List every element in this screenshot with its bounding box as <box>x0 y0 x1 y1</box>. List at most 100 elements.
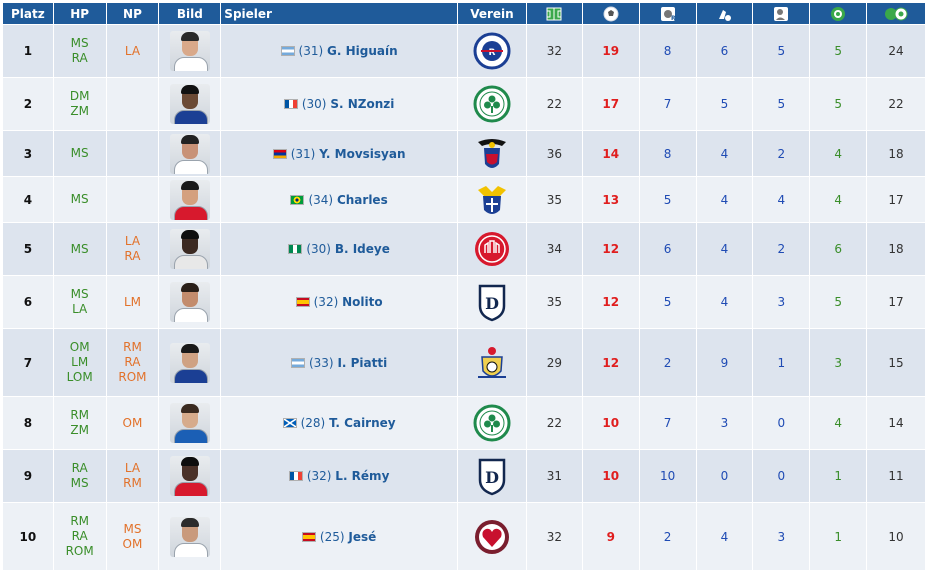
player-name-link[interactable]: Nolito <box>342 295 383 309</box>
player-photo[interactable] <box>169 282 210 322</box>
secondary-positions <box>106 177 159 222</box>
table-row[interactable]: 5 MS LA RA (30) B. Ideye 34 12 6 4 2 6 18 <box>3 223 925 275</box>
main-positions: OM LM LOM <box>53 329 106 396</box>
right-foot-goals: 5 <box>639 177 696 222</box>
left-foot-goals-icon <box>719 9 732 21</box>
rank: 9 <box>3 450 53 502</box>
main-position: ZM <box>70 104 89 118</box>
player-age: (33) <box>308 355 334 370</box>
header-secondary-position[interactable]: NP <box>106 3 159 24</box>
player-name-link[interactable]: G. Higuaín <box>327 44 398 58</box>
photo-cell <box>159 78 221 130</box>
player-name-link[interactable]: Charles <box>336 192 388 207</box>
celtic-crest-icon[interactable] <box>472 84 512 124</box>
header-left-foot-goals[interactable] <box>696 3 753 24</box>
club-cell <box>457 329 526 396</box>
assists: 17 <box>867 177 925 222</box>
appearances: 29 <box>526 329 582 396</box>
header-rank[interactable]: Platz <box>3 3 53 24</box>
secondary-positions: RM RA ROM <box>106 329 159 396</box>
player-name-link[interactable]: B. Ideye <box>334 242 390 256</box>
header-main-position[interactable]: HP <box>53 3 106 24</box>
goals: 14 <box>582 131 639 176</box>
photo-cell <box>159 329 221 396</box>
player-name-link[interactable]: L. Rémy <box>335 469 390 483</box>
secondary-positions: OM <box>106 397 159 449</box>
header-goals[interactable] <box>582 3 639 24</box>
main-positions: MS RA <box>53 25 106 77</box>
header-penalty-goals[interactable] <box>810 3 867 24</box>
rank: 6 <box>3 276 53 328</box>
table-row[interactable]: 3 MS (31) Y. Movsisyan 36 14 8 4 2 4 18 <box>3 131 925 176</box>
header-right-foot-goals[interactable]: R <box>639 3 696 24</box>
player-photo[interactable] <box>169 229 210 269</box>
table-row[interactable]: 10 RM RA ROM MS OM (25) Jesé 32 9 2 4 3 1 1… <box>3 503 925 570</box>
table-row[interactable]: 1 MS RA LA (31) G. Higuaín R 32 19 8 6 5 … <box>3 25 925 77</box>
player-photo[interactable] <box>169 179 210 220</box>
left-foot-goals: 3 <box>696 397 753 449</box>
assists: 18 <box>867 131 925 176</box>
kilmarnock-crest-icon[interactable] <box>472 343 512 383</box>
header-assists[interactable] <box>867 3 925 24</box>
svg-text:R: R <box>488 48 495 58</box>
secondary-positions: LA <box>106 25 159 77</box>
player-name-link[interactable]: T. Cairney <box>329 416 396 430</box>
table-row[interactable]: 9 RA MS LA RM (32) L. Rémy D 31 10 10 0 0 … <box>3 450 925 502</box>
goals: 19 <box>582 25 639 77</box>
player-name-link[interactable]: I. Piatti <box>337 355 388 370</box>
player-cell: (32) L. Rémy <box>221 450 457 502</box>
table-row[interactable]: 2 DM ZM (30) S. NZonzi 22 17 7 5 5 5 22 <box>3 78 925 130</box>
secondary-positions: LM <box>106 276 159 328</box>
header-club[interactable]: Verein <box>457 3 526 24</box>
player-name-link[interactable]: S. NZonzi <box>330 97 395 111</box>
player-name-link[interactable]: Y. Movsisyan <box>319 146 406 161</box>
scotland-flag-icon <box>282 416 301 430</box>
france-flag-icon <box>283 97 302 111</box>
secondary-positions <box>106 131 159 176</box>
armenia-flag-icon <box>272 147 291 161</box>
player-photo[interactable] <box>169 403 210 443</box>
inverness-crest-icon[interactable] <box>472 134 512 174</box>
secondary-position: LA <box>124 43 141 58</box>
table-row[interactable]: 7 OM LM LOM RM RA ROM (33) I. Piatti 29 12 2… <box>3 329 925 396</box>
hearts-crest-icon[interactable] <box>472 517 512 557</box>
header-player[interactable]: Spieler <box>221 3 457 24</box>
photo-cell <box>159 177 221 222</box>
header-header-goals[interactable] <box>753 3 810 24</box>
assists: 24 <box>867 25 925 77</box>
player-photo[interactable] <box>169 84 210 124</box>
penalty-goals: 5 <box>810 276 867 328</box>
main-position: MS <box>70 36 89 50</box>
player-name-link[interactable]: Jesé <box>348 529 377 544</box>
penalty-goals: 3 <box>810 329 867 396</box>
player-photo[interactable] <box>169 31 210 71</box>
assists: 10 <box>867 503 925 570</box>
photo-cell <box>159 397 221 449</box>
player-photo[interactable] <box>169 133 210 174</box>
right-foot-goals: 8 <box>639 131 696 176</box>
table-row[interactable]: 6 MS LA LM (32) Nolito D 35 12 5 4 3 5 17 <box>3 276 925 328</box>
celtic-crest-icon[interactable] <box>472 403 512 443</box>
player-photo[interactable] <box>169 516 210 557</box>
table-row[interactable]: 8 RM ZM OM (28) T. Cairney 22 10 7 3 0 4 … <box>3 397 925 449</box>
penalty-goals: 5 <box>810 25 867 77</box>
header-appearances[interactable] <box>526 3 582 24</box>
table-row[interactable]: 4 MS (34) Charles 35 13 5 4 4 4 17 <box>3 177 925 222</box>
player-cell: (31) G. Higuaín <box>221 25 457 77</box>
player-photo[interactable] <box>169 342 210 383</box>
player-cell: (25) Jesé <box>221 503 457 570</box>
header-goals-icon <box>774 6 789 21</box>
dundee-crest-icon[interactable]: D <box>472 456 512 496</box>
rangers-crest-icon[interactable]: R <box>472 31 512 71</box>
appearances: 22 <box>526 78 582 130</box>
table-body: 1 MS RA LA (31) G. Higuaín R 32 19 8 6 5 … <box>3 25 925 570</box>
player-photo[interactable] <box>169 456 210 496</box>
left-foot-goals: 0 <box>696 450 753 502</box>
main-position: OM <box>69 340 90 354</box>
aberdeen-crest-icon[interactable] <box>472 229 512 269</box>
secondary-positions <box>106 78 159 130</box>
assists: 11 <box>867 450 925 502</box>
st-johnstone-crest-icon[interactable] <box>472 180 512 220</box>
dundee-crest-icon[interactable]: D <box>472 282 512 322</box>
table-header-row: Platz HP NP Bild Spieler Verein R <box>3 3 925 24</box>
